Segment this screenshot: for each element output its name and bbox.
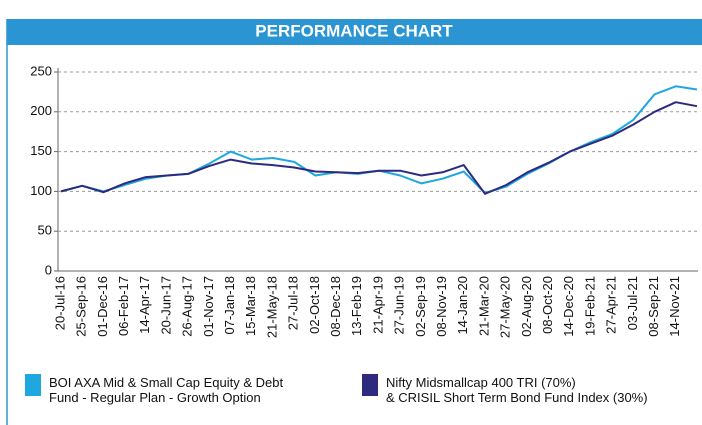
legend-swatch <box>362 374 378 396</box>
y-tick-label: 0 <box>45 262 52 277</box>
x-tick-label: 01-Nov-17 <box>201 276 216 337</box>
x-tick-label: 20-Jul-16 <box>52 276 67 330</box>
x-tick-label: 21-Mar-20 <box>476 276 491 336</box>
legend-swatch <box>25 374 41 396</box>
header-bar <box>7 19 702 45</box>
x-tick-label: 02-Aug-20 <box>519 276 534 337</box>
x-tick-label: 13-Feb-19 <box>349 276 364 336</box>
x-tick-label: 14-Nov-21 <box>667 276 682 337</box>
chart-title: PERFORMANCE CHART <box>255 21 453 40</box>
x-tick-label: 15-Mar-18 <box>243 276 258 336</box>
x-tick-label: 02-Oct-18 <box>307 276 322 334</box>
x-tick-label: 03-Jul-21 <box>625 276 640 330</box>
y-tick-label: 200 <box>30 103 52 118</box>
x-tick-label: 08-Dec-18 <box>328 276 343 337</box>
x-tick-label: 01-Dec-16 <box>95 276 110 337</box>
x-tick-label: 08-Sep-21 <box>646 276 661 337</box>
x-tick-label: 14-Dec-20 <box>561 276 576 337</box>
x-tick-label: 14-Jan-20 <box>455 276 470 335</box>
y-tick-label: 150 <box>30 143 52 158</box>
x-tick-label: 07-Jan-18 <box>222 276 237 335</box>
x-tick-label: 08-Oct-20 <box>540 276 555 334</box>
x-tick-label: 21-May-18 <box>264 276 279 338</box>
x-tick-label: 27-Jul-18 <box>286 276 301 330</box>
x-tick-label: 20-Jun-17 <box>158 276 173 335</box>
legend-label: BOI AXA Mid & Small Cap Equity & Debt Fun… <box>49 375 283 405</box>
x-tick-label: 27-Apr-21 <box>604 276 619 334</box>
x-tick-label: 21-Apr-19 <box>370 276 385 334</box>
x-tick-label: 02-Sep-19 <box>413 276 428 337</box>
x-tick-label: 19-Feb-21 <box>582 276 597 336</box>
series-line <box>60 101 698 195</box>
x-tick-label: 27-May-20 <box>498 276 513 338</box>
x-tick-label: 26-Aug-17 <box>180 276 195 337</box>
legend-label: Nifty Midsmallcap 400 TRI (70%) & CRISIL … <box>386 375 648 405</box>
x-tick-label: 25-Sep-16 <box>74 276 89 337</box>
x-tick-label: 06-Feb-17 <box>116 276 131 336</box>
y-tick-label: 100 <box>30 183 52 198</box>
x-tick-label: 27-Jun-19 <box>392 276 407 335</box>
x-tick-label: 14-Apr-17 <box>137 276 152 334</box>
y-tick-label: 50 <box>38 223 52 238</box>
y-tick-label: 250 <box>30 63 52 78</box>
x-tick-label: 08-Nov-19 <box>434 276 449 337</box>
